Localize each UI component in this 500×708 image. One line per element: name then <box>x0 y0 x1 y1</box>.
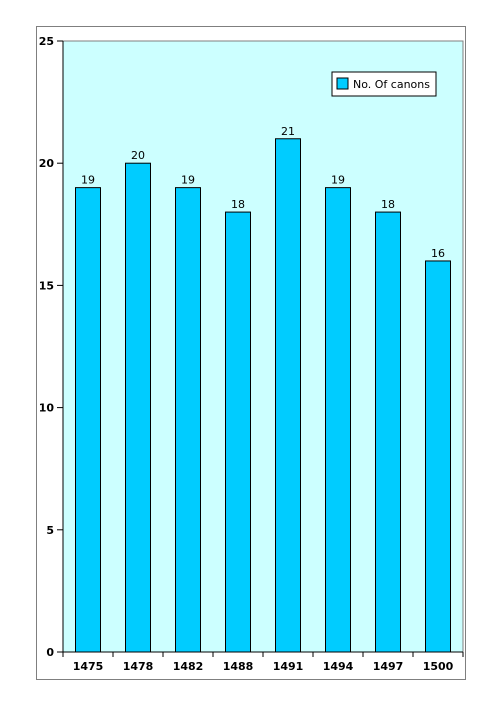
bar-data-label: 19 <box>181 174 195 187</box>
x-tick-label: 1475 <box>73 660 104 673</box>
y-tick-label: 0 <box>46 646 54 659</box>
bar <box>225 211 251 653</box>
bar-data-label: 19 <box>81 174 95 187</box>
x-tick-label: 1491 <box>273 660 304 673</box>
bar <box>325 187 351 653</box>
y-tick-label: 5 <box>46 524 54 537</box>
x-tick-label: 1488 <box>223 660 254 673</box>
bar-data-label: 16 <box>431 247 445 260</box>
bar-data-label: 21 <box>281 125 295 138</box>
plot-background <box>62 40 464 653</box>
x-tick-label: 1500 <box>423 660 454 673</box>
y-tick-label: 25 <box>39 35 54 48</box>
bar <box>375 211 401 653</box>
x-tick-label: 1482 <box>173 660 204 673</box>
legend-label: No. Of canons <box>353 78 430 91</box>
bar <box>275 138 301 653</box>
bar <box>175 187 201 653</box>
bars-group <box>75 138 451 653</box>
bar <box>425 260 451 653</box>
legend-swatch <box>336 77 349 90</box>
x-tick-label: 1478 <box>123 660 154 673</box>
x-axis: 1475 1478 1482 1488 1491 1494 1497 1500 <box>62 651 464 673</box>
legend: No. Of canons <box>331 71 437 97</box>
y-tick-label: 20 <box>39 157 55 170</box>
y-tick-label: 10 <box>39 402 55 415</box>
y-tick-label: 15 <box>39 279 54 292</box>
x-tick-label: 1494 <box>323 660 354 673</box>
data-labels-group: 19 20 19 18 21 19 18 16 <box>81 125 445 260</box>
legend-box <box>331 71 437 97</box>
x-tick-label: 1497 <box>373 660 404 673</box>
bar <box>75 187 101 653</box>
bar-data-label: 18 <box>231 198 245 211</box>
y-axis: 0 5 10 15 20 25 <box>39 35 64 659</box>
bar-data-label: 20 <box>131 149 145 162</box>
bar-data-label: 18 <box>381 198 395 211</box>
bar-data-label: 19 <box>331 174 345 187</box>
bar <box>125 162 151 653</box>
